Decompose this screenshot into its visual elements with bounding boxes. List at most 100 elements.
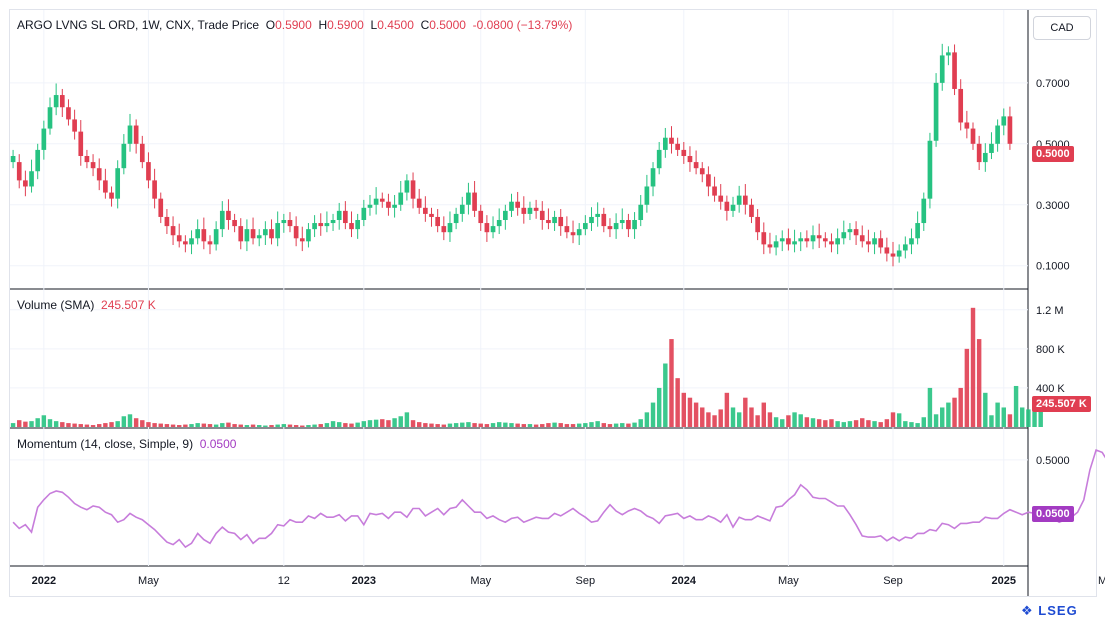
candle-body: [822, 238, 828, 242]
momentum-value: 0.0500: [199, 437, 237, 451]
volume-bar: [177, 425, 182, 427]
volume-bar: [207, 424, 213, 427]
volume-bar: [478, 423, 483, 427]
volume-bar: [361, 421, 367, 427]
candle-body: [269, 229, 274, 239]
candle-body: [238, 226, 244, 242]
volume-bar: [312, 424, 317, 427]
candle-body: [152, 180, 157, 199]
candle-body: [841, 232, 847, 239]
volume-bar: [921, 417, 926, 427]
volume-bar: [829, 419, 834, 427]
volume-bar: [909, 422, 914, 427]
volume-header: Volume (SMA) 245.507 K: [17, 298, 156, 312]
volume-bar: [146, 422, 151, 427]
volume-bar: [503, 422, 508, 427]
volume-bar: [927, 387, 933, 427]
candle-body: [299, 238, 305, 242]
symbol-title: ARGO LVNG SL ORD, 1W, CNX, Trade Price: [17, 18, 260, 32]
volume-bar: [281, 424, 287, 427]
candle-body: [767, 244, 773, 248]
time-axis-label: May: [778, 575, 799, 587]
candle-body: [103, 180, 108, 193]
volume-bar: [755, 415, 760, 427]
volume-bar: [515, 423, 520, 427]
candle-body: [915, 223, 920, 239]
low-label: L: [370, 18, 378, 32]
volume-bar: [447, 423, 453, 427]
volume-bar: [103, 423, 108, 427]
candle-body: [970, 128, 976, 144]
time-axis-label: 2022: [32, 575, 56, 587]
candle-body: [859, 235, 865, 242]
volume-bar: [410, 420, 416, 427]
volume-bar: [35, 418, 40, 427]
volume-bar: [349, 423, 354, 427]
candle-body: [804, 238, 810, 242]
volume-bar: [915, 423, 920, 427]
volume-bar: [552, 422, 557, 427]
time-axis-label: May: [470, 575, 491, 587]
volume-bar: [152, 423, 157, 427]
candle-body: [527, 207, 533, 214]
candle-body: [539, 210, 545, 220]
candle-body: [656, 149, 662, 169]
currency-button[interactable]: CAD: [1033, 16, 1091, 40]
candle-body: [201, 229, 207, 242]
volume-bar: [681, 392, 687, 427]
volume-bar: [620, 423, 625, 427]
volume-bar: [213, 424, 219, 427]
candle-body: [810, 235, 816, 242]
volume-bar: [970, 307, 976, 427]
candle-body: [583, 223, 588, 230]
candle-body: [515, 201, 520, 208]
volume-bar: [84, 424, 90, 427]
candle-body: [866, 241, 871, 245]
volume-bar: [558, 423, 563, 427]
candle-body: [478, 210, 484, 224]
candle-body: [847, 229, 853, 233]
volume-bar: [250, 424, 256, 427]
candle-body: [884, 247, 890, 254]
candle-body: [718, 195, 724, 202]
candle-body: [1001, 116, 1007, 126]
candle-body: [158, 198, 164, 217]
candle-body: [773, 241, 779, 248]
candle-body: [896, 250, 902, 257]
volume-bar: [792, 412, 797, 427]
time-axis-label: 2024: [672, 575, 697, 587]
low-value: 0.4500: [377, 18, 414, 32]
volume-bar: [318, 424, 323, 427]
candle-body: [786, 238, 791, 245]
time-axis-label: Sep: [883, 575, 903, 587]
candle-body: [496, 220, 502, 227]
volume-label: Volume (SMA): [17, 298, 95, 312]
price-axis-label: 0.7000: [1036, 78, 1070, 90]
volume-bar: [903, 421, 908, 427]
candle-body: [435, 216, 440, 227]
candle-body: [164, 216, 170, 227]
candle-body: [29, 171, 34, 187]
volume-bar: [724, 392, 730, 427]
candle-body: [336, 210, 342, 220]
volume-bar: [60, 422, 65, 427]
candle-body: [662, 137, 668, 150]
volume-bar: [330, 421, 336, 427]
time-axis-label: Sep: [576, 575, 596, 587]
candle-body: [712, 186, 717, 196]
candle-body: [379, 198, 385, 202]
volume-bar: [1020, 407, 1025, 427]
candle-body: [244, 229, 250, 242]
candle-body: [23, 180, 28, 187]
volume-bar: [884, 419, 890, 427]
time-axis-label: 12: [278, 575, 290, 587]
volume-bar: [736, 412, 742, 427]
momentum-label: Momentum (14, close, Simple, 9): [17, 437, 194, 451]
volume-bar: [355, 422, 360, 427]
volume-bar: [1001, 407, 1006, 427]
candle-body: [330, 220, 336, 224]
candle-body: [398, 192, 404, 205]
volume-bar: [373, 419, 379, 427]
volume-bar: [853, 420, 859, 427]
